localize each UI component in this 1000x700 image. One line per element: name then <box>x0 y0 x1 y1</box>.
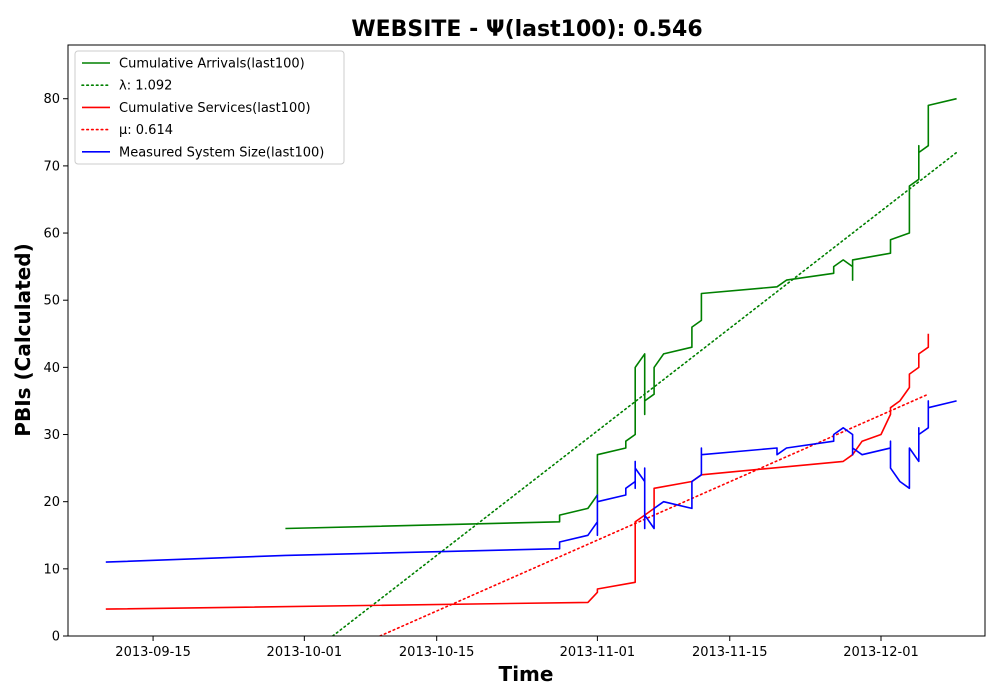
y-tick-label: 50 <box>43 294 60 309</box>
chart-title: WEBSITE - Ψ(last100): 0.546 <box>351 17 702 42</box>
legend-label-cumulative-arrivals-last100: Cumulative Arrivals(last100) <box>119 57 305 72</box>
y-tick-label: 20 <box>43 495 60 510</box>
x-axis: 2013-09-15 2013-10-01 2013-10-15 2013-11-01… <box>115 636 919 660</box>
legend-box <box>74 50 345 165</box>
series-line-2-cumulative-services-last100 <box>105 333 930 610</box>
y-tick-label: 70 <box>43 159 60 174</box>
legend: Cumulative Arrivals(last100) λ: 1.092 Cumu… <box>74 50 345 165</box>
legend-label-1-092: λ: 1.092 <box>119 79 172 94</box>
y-axis-label: PBIs (Calculated) <box>11 243 35 436</box>
x-tick-label: 2013-11-01 <box>560 645 636 660</box>
series-layer <box>105 97 958 636</box>
x-tick-label: 2013-10-15 <box>399 645 475 660</box>
x-axis-label: Time <box>499 662 554 686</box>
y-axis: 0 10 20 30 40 50 60 70 80 <box>43 92 68 645</box>
x-tick-label: 2013-09-15 <box>115 645 191 660</box>
series-line-0-cumulative-arrivals-last100 <box>285 97 957 530</box>
y-tick-label: 0 <box>52 630 60 645</box>
legend-label-measured-system-size-last100: Measured System Size(last100) <box>119 145 324 160</box>
x-tick-label: 2013-10-01 <box>267 645 343 660</box>
y-tick-label: 60 <box>43 227 60 242</box>
y-tick-label: 10 <box>43 562 60 577</box>
series-line-1-1-092 <box>331 151 958 636</box>
y-tick-label: 40 <box>43 361 60 376</box>
y-tick-label: 80 <box>43 92 60 107</box>
legend-label-0-614: μ: 0.614 <box>119 123 173 138</box>
legend-label-cumulative-services-last100: Cumulative Services(last100) <box>119 101 311 116</box>
plot-frame <box>67 44 986 637</box>
series-line-4-measured-system-size-last100 <box>105 400 957 563</box>
x-tick-label: 2013-11-15 <box>692 645 768 660</box>
y-tick-label: 30 <box>43 428 60 443</box>
x-tick-label: 2013-12-01 <box>843 645 919 660</box>
